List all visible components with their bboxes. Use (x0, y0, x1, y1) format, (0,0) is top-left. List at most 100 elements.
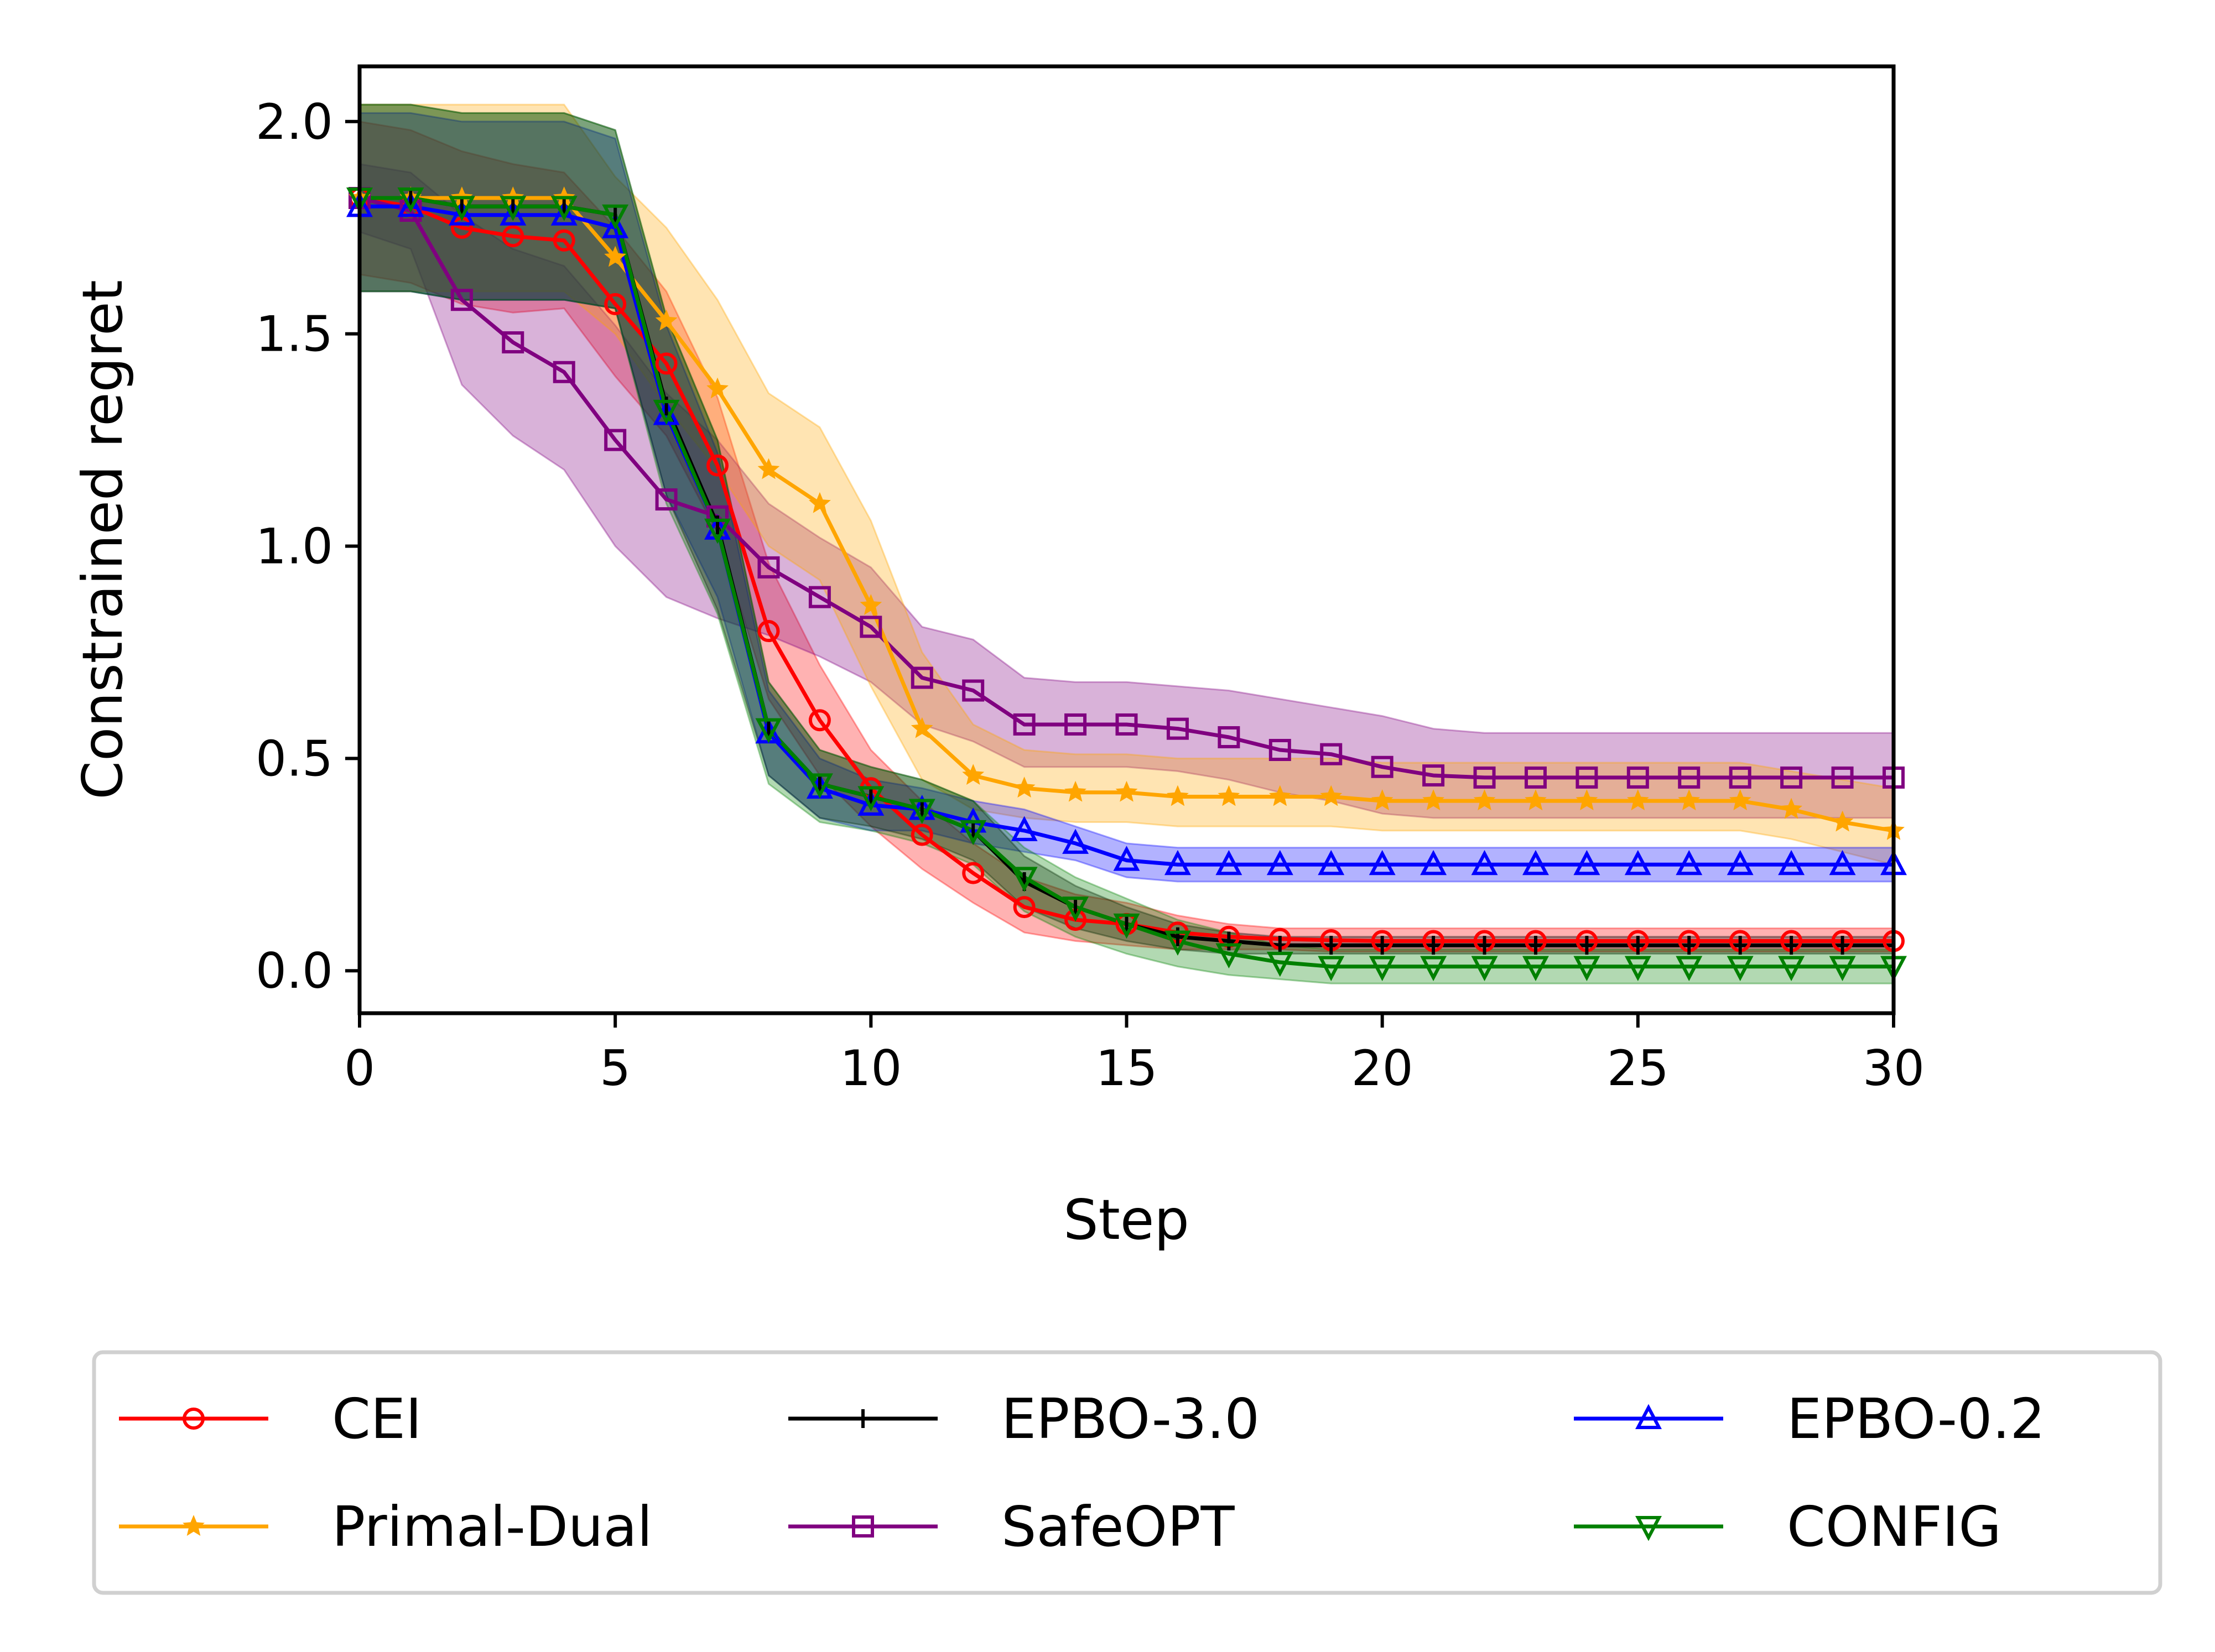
point-config (397, 187, 424, 213)
legend-marker-primal-dual (183, 1515, 205, 1536)
point-epbo-0-2 (1113, 846, 1140, 871)
point-config (1318, 956, 1345, 981)
point-cei (655, 352, 678, 375)
point-safeopt (1268, 739, 1291, 762)
point-config (1676, 956, 1703, 981)
legend-label-epbo-3-0: EPBO-3.0 (1001, 1387, 1260, 1451)
point-safeopt (1422, 764, 1445, 787)
point-cei (553, 229, 575, 252)
point-epbo-0-2 (1829, 850, 1856, 875)
legend-entry-cei: CEI (119, 1387, 422, 1451)
point-primal-dual (1218, 785, 1240, 806)
point-safeopt (502, 331, 524, 354)
point-config (1522, 956, 1549, 981)
point-epbo-0-2 (550, 200, 578, 226)
point-epbo-0-2 (500, 200, 527, 226)
markers-epbo-3-0 (358, 188, 1895, 955)
point-config (448, 196, 475, 221)
markers-primal-dual (349, 186, 1905, 840)
line-safeopt (360, 196, 1894, 780)
point-epbo-0-2 (1369, 850, 1396, 875)
y-tick-label: 2.0 (256, 93, 333, 150)
point-config (1113, 913, 1140, 939)
point-config (653, 399, 680, 425)
point-epbo-0-2 (1522, 850, 1549, 875)
point-config (704, 518, 731, 544)
legend-entry-config: CONFIG (1574, 1494, 2001, 1559)
point-safeopt (808, 586, 831, 608)
point-config (1829, 956, 1856, 981)
point-safeopt (450, 289, 473, 311)
point-epbo-0-2 (1062, 828, 1089, 854)
point-primal-dual (1626, 789, 1649, 811)
point-safeopt (604, 429, 627, 451)
y-axis-ticks: 0.0 0.5 1.0 1.5 2.0 (256, 93, 360, 999)
point-config (1471, 956, 1498, 981)
legend-entry-epbo-0-2: EPBO-0.2 (1574, 1387, 2045, 1451)
point-primal-dual (1115, 780, 1138, 802)
point-epbo-0-2 (1573, 850, 1600, 875)
point-safeopt (911, 666, 933, 689)
point-epbo-0-2 (857, 790, 885, 816)
y-tick-label: 0.5 (256, 730, 333, 787)
y-axis-label: Constrained regret (70, 280, 135, 800)
legend-label-epbo-0-2: EPBO-0.2 (1787, 1387, 2045, 1451)
legend: CEI Primal-Dual EPBO-3.0 SafeOPT EPBO-0.2 CON… (92, 1350, 2162, 1595)
point-epbo-0-2 (1624, 850, 1651, 875)
y-tick-label: 1.5 (256, 306, 333, 363)
point-epbo-0-2 (1215, 850, 1242, 875)
point-config (1624, 956, 1651, 981)
x-tick-label: 15 (1096, 1040, 1158, 1097)
point-epbo-0-2 (1266, 850, 1293, 875)
point-primal-dual (706, 377, 729, 399)
point-cei (962, 862, 985, 884)
point-safeopt (1320, 743, 1343, 765)
point-primal-dual (757, 458, 780, 480)
legend-label-safeopt: SafeOPT (1001, 1494, 1235, 1559)
point-primal-dual (655, 309, 678, 331)
point-primal-dual (1422, 789, 1445, 811)
x-tick-label: 5 (600, 1040, 631, 1097)
point-safeopt (1218, 726, 1240, 748)
point-safeopt (1576, 766, 1598, 789)
point-safeopt (1115, 713, 1138, 736)
legend-marker-cei (183, 1408, 205, 1430)
point-epbo-0-2 (1727, 850, 1754, 875)
point-primal-dual (604, 246, 627, 267)
legend-box (92, 1350, 2162, 1595)
y-tick-label: 1.0 (256, 518, 333, 575)
legend-marker-epbo-0-2 (1635, 1404, 1662, 1429)
point-primal-dual (1167, 785, 1189, 806)
point-config (1266, 951, 1293, 977)
point-primal-dual (1576, 789, 1598, 811)
point-config (960, 820, 987, 846)
point-primal-dual (1320, 785, 1343, 806)
point-config (1062, 897, 1089, 922)
point-safeopt (553, 361, 575, 383)
point-safeopt (1831, 766, 1854, 789)
point-epbo-0-2 (397, 191, 424, 217)
legend-entry-primal-dual: Primal-Dual (119, 1494, 652, 1559)
point-config (500, 196, 527, 221)
point-primal-dual (1831, 810, 1854, 832)
point-primal-dual (1473, 789, 1496, 811)
point-config (1778, 956, 1805, 981)
point-primal-dual (1064, 780, 1086, 802)
point-cei (604, 293, 627, 315)
point-safeopt (1371, 755, 1394, 778)
point-cei (808, 709, 831, 732)
x-tick-label: 10 (840, 1040, 902, 1097)
x-axis-label: Step (1063, 1187, 1189, 1252)
point-config (857, 786, 885, 811)
point-config (806, 773, 833, 799)
point-safeopt (1166, 717, 1189, 740)
point-cei (706, 454, 729, 477)
point-safeopt (1013, 713, 1036, 736)
point-safeopt (962, 679, 985, 702)
point-safeopt (1678, 766, 1701, 789)
point-primal-dual (1729, 789, 1751, 811)
point-config (1573, 956, 1600, 981)
point-safeopt (1626, 766, 1649, 789)
point-safeopt (757, 556, 780, 579)
point-safeopt (1473, 766, 1496, 789)
